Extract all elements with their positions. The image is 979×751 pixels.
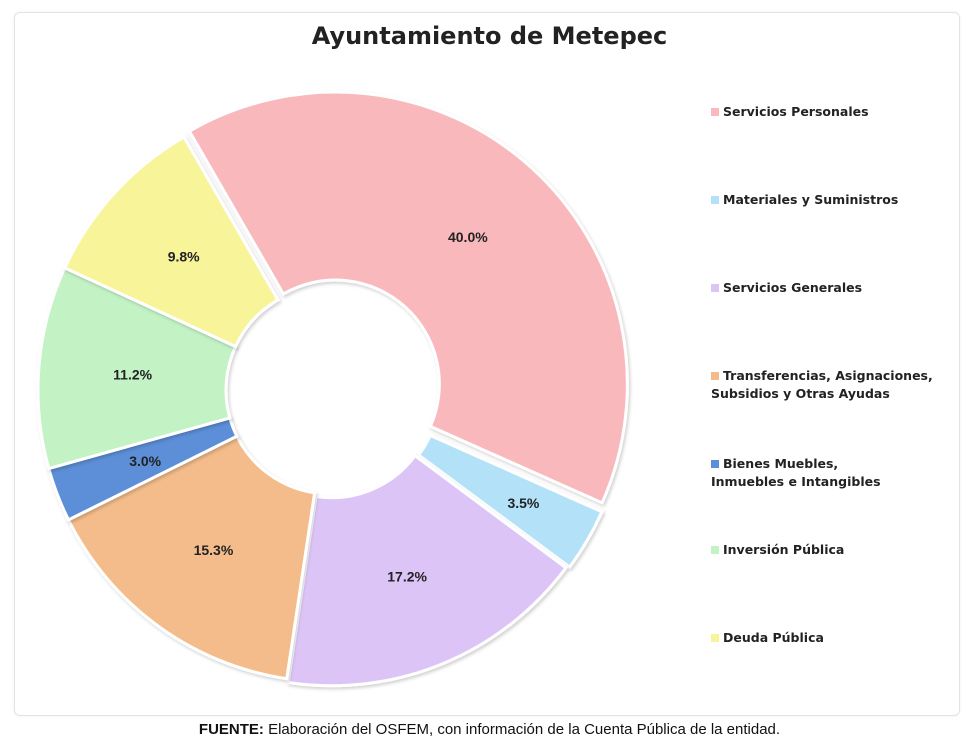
legend-swatch <box>711 634 719 642</box>
slice-value-label: 3.5% <box>507 495 539 511</box>
legend-label: Transferencias, Asignaciones, <box>711 367 961 385</box>
slice-value-label: 9.8% <box>168 249 200 265</box>
legend-label: Subsidios y Otras Ayudas <box>711 386 890 401</box>
donut-slice <box>416 433 604 570</box>
legend-swatch <box>711 108 719 116</box>
legend-label: Bienes Muebles, <box>711 455 961 473</box>
donut-slice <box>36 265 238 471</box>
donut-slice <box>62 135 281 349</box>
legend-swatch <box>711 196 719 204</box>
legend-item: Inversión Pública <box>711 541 961 559</box>
legend-item: Transferencias, Asignaciones, Subsidios y… <box>711 367 961 403</box>
source-label: FUENTE: <box>198 721 264 738</box>
slice-value-label: 3.0% <box>129 453 161 469</box>
slice-value-label: 11.2% <box>113 366 152 382</box>
slice-value-label: 40.0% <box>448 229 488 245</box>
slice-value-label: 17.2% <box>387 569 427 585</box>
legend-item: Servicios Personales <box>711 103 961 121</box>
legend-swatch <box>711 284 719 292</box>
legend-item: Materiales y Suministros <box>711 191 961 209</box>
legend-label: Inmuebles e Intangibles <box>711 474 881 489</box>
legend-label: Servicios Generales <box>711 279 961 297</box>
legend-item: Deuda Pública <box>711 629 961 647</box>
legend-label: Servicios Personales <box>711 103 961 121</box>
legend-item: Servicios Generales <box>711 279 961 297</box>
chart-title: Ayuntamiento de Metepec <box>311 22 668 50</box>
donut-slice <box>187 90 629 505</box>
legend-item: Bienes Muebles, Inmuebles e Intangibles <box>711 455 961 491</box>
legend-label: Materiales y Suministros <box>711 191 961 209</box>
legend-label: Deuda Pública <box>711 629 961 647</box>
donut-slice <box>66 434 317 681</box>
source-text: Elaboración del OSFEM, con información d… <box>263 721 781 738</box>
source-note: FUENTE: Elaboración del OSFEM, con infor… <box>0 721 979 738</box>
legend-swatch <box>711 546 719 554</box>
donut-slice <box>286 453 569 688</box>
legend-swatch <box>711 460 719 468</box>
chart-frame <box>14 12 960 716</box>
slice-value-label: 15.3% <box>194 542 234 558</box>
legend-label: Inversión Pública <box>711 541 961 559</box>
legend-swatch <box>711 372 719 380</box>
